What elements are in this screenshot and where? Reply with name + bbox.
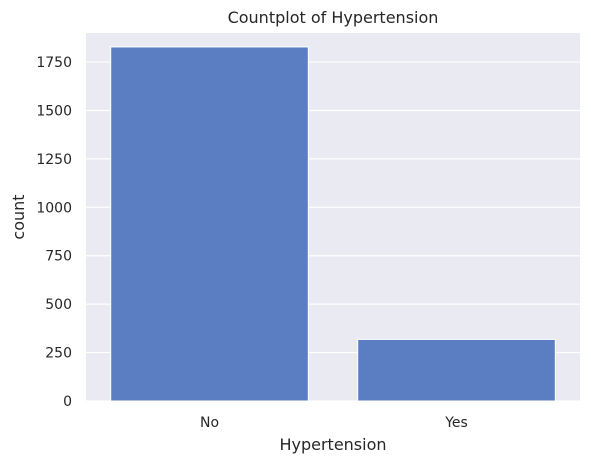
y-tick-label-7: 1750	[36, 55, 72, 71]
y-tick-label-5: 1250	[36, 152, 72, 168]
bar-no	[110, 46, 309, 402]
y-axis-label: count	[9, 194, 28, 239]
chart-title: Countplot of Hypertension	[228, 8, 439, 27]
y-tick-labels: 0 250 500 750 1000 1250 1500 1750	[36, 55, 72, 410]
y-tick-label-1: 250	[45, 346, 72, 362]
y-tick-label-2: 500	[45, 297, 72, 313]
y-tick-label-0: 0	[63, 394, 72, 410]
x-axis-label: Hypertension	[279, 435, 386, 454]
x-tick-labels: No Yes	[200, 415, 468, 431]
x-tick-label-yes: Yes	[444, 415, 468, 431]
bar-yes	[357, 338, 556, 402]
y-tick-label-4: 1000	[36, 200, 72, 216]
y-tick-label-3: 750	[45, 249, 72, 265]
x-tick-label-no: No	[200, 415, 219, 431]
y-tick-label-6: 1500	[36, 103, 72, 119]
bars	[110, 46, 556, 402]
